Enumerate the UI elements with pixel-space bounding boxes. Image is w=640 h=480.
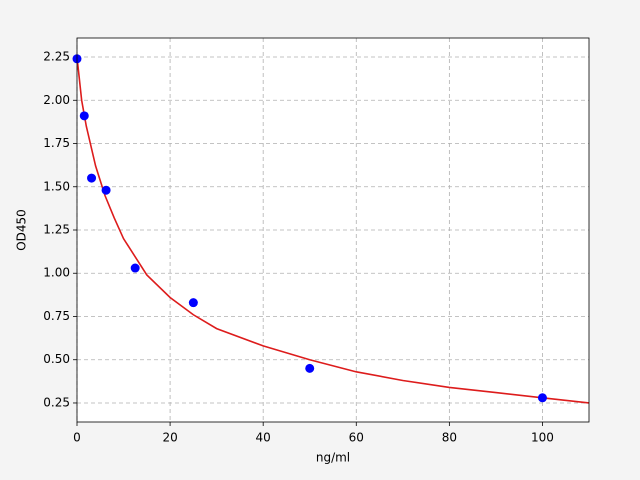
data-point (79, 111, 89, 121)
y-tick-label: 1.75 (43, 136, 70, 150)
x-tick-label: 60 (349, 431, 364, 445)
y-tick-label: 0.75 (43, 309, 70, 323)
data-point (87, 173, 97, 183)
y-tick-label: 1.50 (43, 179, 70, 193)
x-tick-label: 100 (531, 431, 554, 445)
x-tick-label: 80 (442, 431, 457, 445)
data-point (537, 393, 547, 403)
y-tick-label: 1.25 (43, 223, 70, 237)
y-axis-label: OD450 (15, 209, 29, 251)
y-tick-label: 2.00 (43, 93, 70, 107)
x-tick-label: 40 (256, 431, 271, 445)
y-tick-label: 2.25 (43, 50, 70, 64)
x-axis-label: ng/ml (316, 451, 350, 465)
plot-frame (76, 37, 590, 423)
x-tick-label: 0 (73, 431, 81, 445)
data-point (188, 298, 198, 308)
y-tick-label: 0.50 (43, 352, 70, 366)
data-point (305, 363, 315, 373)
data-point (101, 185, 111, 195)
fit-curve (76, 56, 590, 404)
x-tick-label: 20 (162, 431, 177, 445)
y-tick-label: 1.00 (43, 266, 70, 280)
data-point (130, 263, 140, 273)
y-tick-label: 0.25 (43, 395, 70, 409)
